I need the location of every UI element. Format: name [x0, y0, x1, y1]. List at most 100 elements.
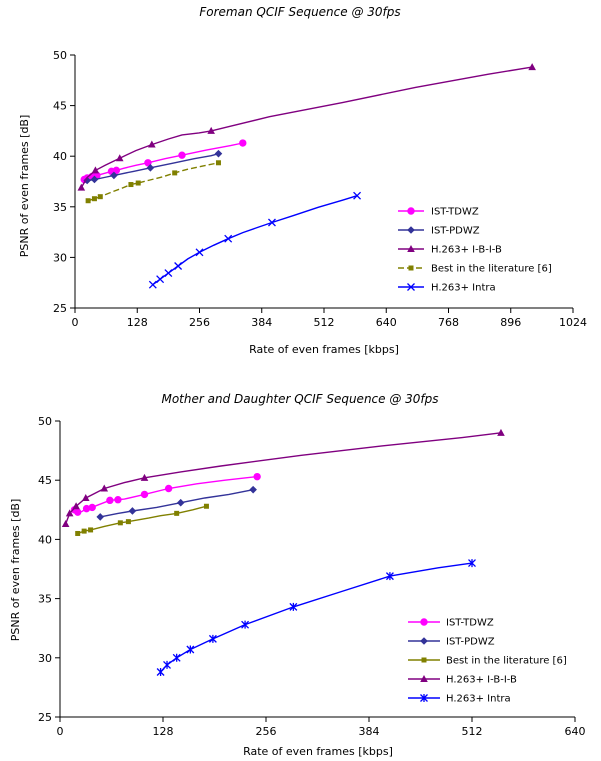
series-h-263-i-b-i-b: [61, 428, 505, 528]
data-point: [289, 602, 298, 611]
x-tick-label: 1024: [559, 316, 587, 329]
chart-foreman: Foreman QCIF Sequence @ 30fps Rate of ev…: [18, 5, 587, 356]
y-tick-label: 30: [38, 652, 52, 665]
y-tick-label: 25: [53, 302, 67, 315]
legend-item: Best in the literature [6]: [408, 656, 567, 667]
data-point: [176, 498, 185, 507]
x-axis-label: Rate of even frames [kbps]: [249, 343, 399, 356]
plot-area: 25 30 35 40 45 50 0 128 256 384 512 640 768 896 1024 IS…: [53, 49, 587, 329]
series-line: [87, 153, 219, 182]
data-point: [164, 269, 173, 278]
legend-marker: [407, 226, 415, 234]
legend-item: H.263+ Intra: [398, 283, 496, 294]
data-point: [85, 198, 91, 204]
y-tick-label: 35: [53, 201, 67, 214]
data-point: [65, 509, 74, 517]
y-axis-label: PSNR of even frames [dB]: [9, 499, 22, 642]
data-point: [110, 171, 118, 180]
chart-mother-daughter: Mother and Daughter QCIF Sequence @ 30fp…: [9, 392, 586, 758]
legend-label: H.263+ Intra: [431, 283, 496, 294]
data-point: [195, 248, 204, 257]
x-tick-label: 640: [565, 725, 586, 738]
x-tick-label: 0: [72, 316, 79, 329]
x-tick-label: 128: [153, 725, 174, 738]
series-line: [160, 562, 473, 673]
data-point: [207, 126, 215, 134]
y-tick-label: 50: [38, 415, 52, 428]
legend-marker: [421, 657, 427, 663]
data-point: [148, 140, 156, 148]
series-line: [74, 475, 258, 513]
data-point: [156, 668, 165, 677]
y-tick-label: 45: [53, 100, 67, 113]
data-point: [128, 182, 134, 188]
x-tick-label: 512: [462, 725, 483, 738]
legend-label: H.263+ I-B-I-B: [446, 675, 517, 686]
data-point: [117, 520, 123, 526]
series-best-in-the-literature-6: [75, 503, 209, 536]
data-point: [172, 653, 181, 662]
y-tick-label: 25: [38, 711, 52, 724]
data-point: [186, 645, 195, 654]
data-point: [100, 484, 109, 492]
legend: IST-TDWZ IST-PDWZ Best in the literature […: [408, 618, 567, 705]
legend-item: IST-TDWZ: [398, 207, 479, 218]
data-point: [96, 513, 105, 521]
data-point: [178, 151, 186, 159]
data-point: [253, 472, 261, 481]
data-point: [249, 485, 257, 494]
series-ist-pdwz: [96, 485, 257, 521]
legend-marker: [407, 283, 415, 291]
legend-marker: [407, 207, 415, 215]
data-point: [144, 159, 152, 167]
legend: IST-TDWZ IST-PDWZ H.263+ I-B-I-B Best in th…: [398, 207, 552, 294]
series-best-in-the-literature-6: [85, 160, 221, 204]
series-line: [77, 505, 207, 535]
y-axis-label: PSNR of even frames [dB]: [18, 115, 31, 258]
data-point: [497, 428, 505, 436]
data-point: [88, 503, 96, 512]
legend-item: IST-PDWZ: [398, 226, 480, 237]
data-point: [208, 634, 217, 643]
data-point: [239, 139, 247, 147]
data-point: [353, 191, 362, 200]
data-point: [97, 194, 103, 200]
data-point: [125, 519, 131, 525]
data-point: [528, 63, 536, 71]
data-point: [114, 496, 122, 504]
legend-label: IST-PDWZ: [431, 226, 480, 237]
data-point: [385, 572, 394, 581]
data-point: [106, 496, 114, 505]
data-point: [88, 527, 94, 533]
data-point: [146, 164, 155, 172]
legend-item: H.263+ Intra: [408, 694, 511, 705]
data-point: [112, 166, 121, 175]
data-point: [164, 484, 173, 493]
data-point: [91, 166, 100, 174]
x-tick-label: 256: [189, 316, 210, 329]
x-tick-label: 512: [314, 316, 335, 329]
data-point: [224, 234, 233, 243]
data-point: [74, 508, 82, 516]
legend-marker: [420, 694, 428, 702]
x-tick-label: 640: [376, 316, 397, 329]
data-point: [140, 490, 149, 499]
data-point: [75, 530, 81, 536]
legend-marker: [420, 675, 428, 682]
x-tick-label: 384: [359, 725, 380, 738]
data-point: [128, 507, 137, 515]
chart-title: Mother and Daughter QCIF Sequence @ 30fp…: [161, 392, 438, 406]
series-ist-pdwz: [83, 149, 223, 185]
x-tick-label: 256: [256, 725, 277, 738]
legend-marker: [407, 245, 415, 252]
series-line: [152, 195, 358, 286]
series-ist-tdwz: [80, 139, 247, 184]
x-tick-label: 896: [500, 316, 521, 329]
data-point: [81, 493, 90, 501]
series-line: [80, 66, 533, 188]
data-point: [72, 502, 80, 510]
series-h-263-intra: [156, 559, 476, 677]
data-point: [214, 149, 223, 158]
